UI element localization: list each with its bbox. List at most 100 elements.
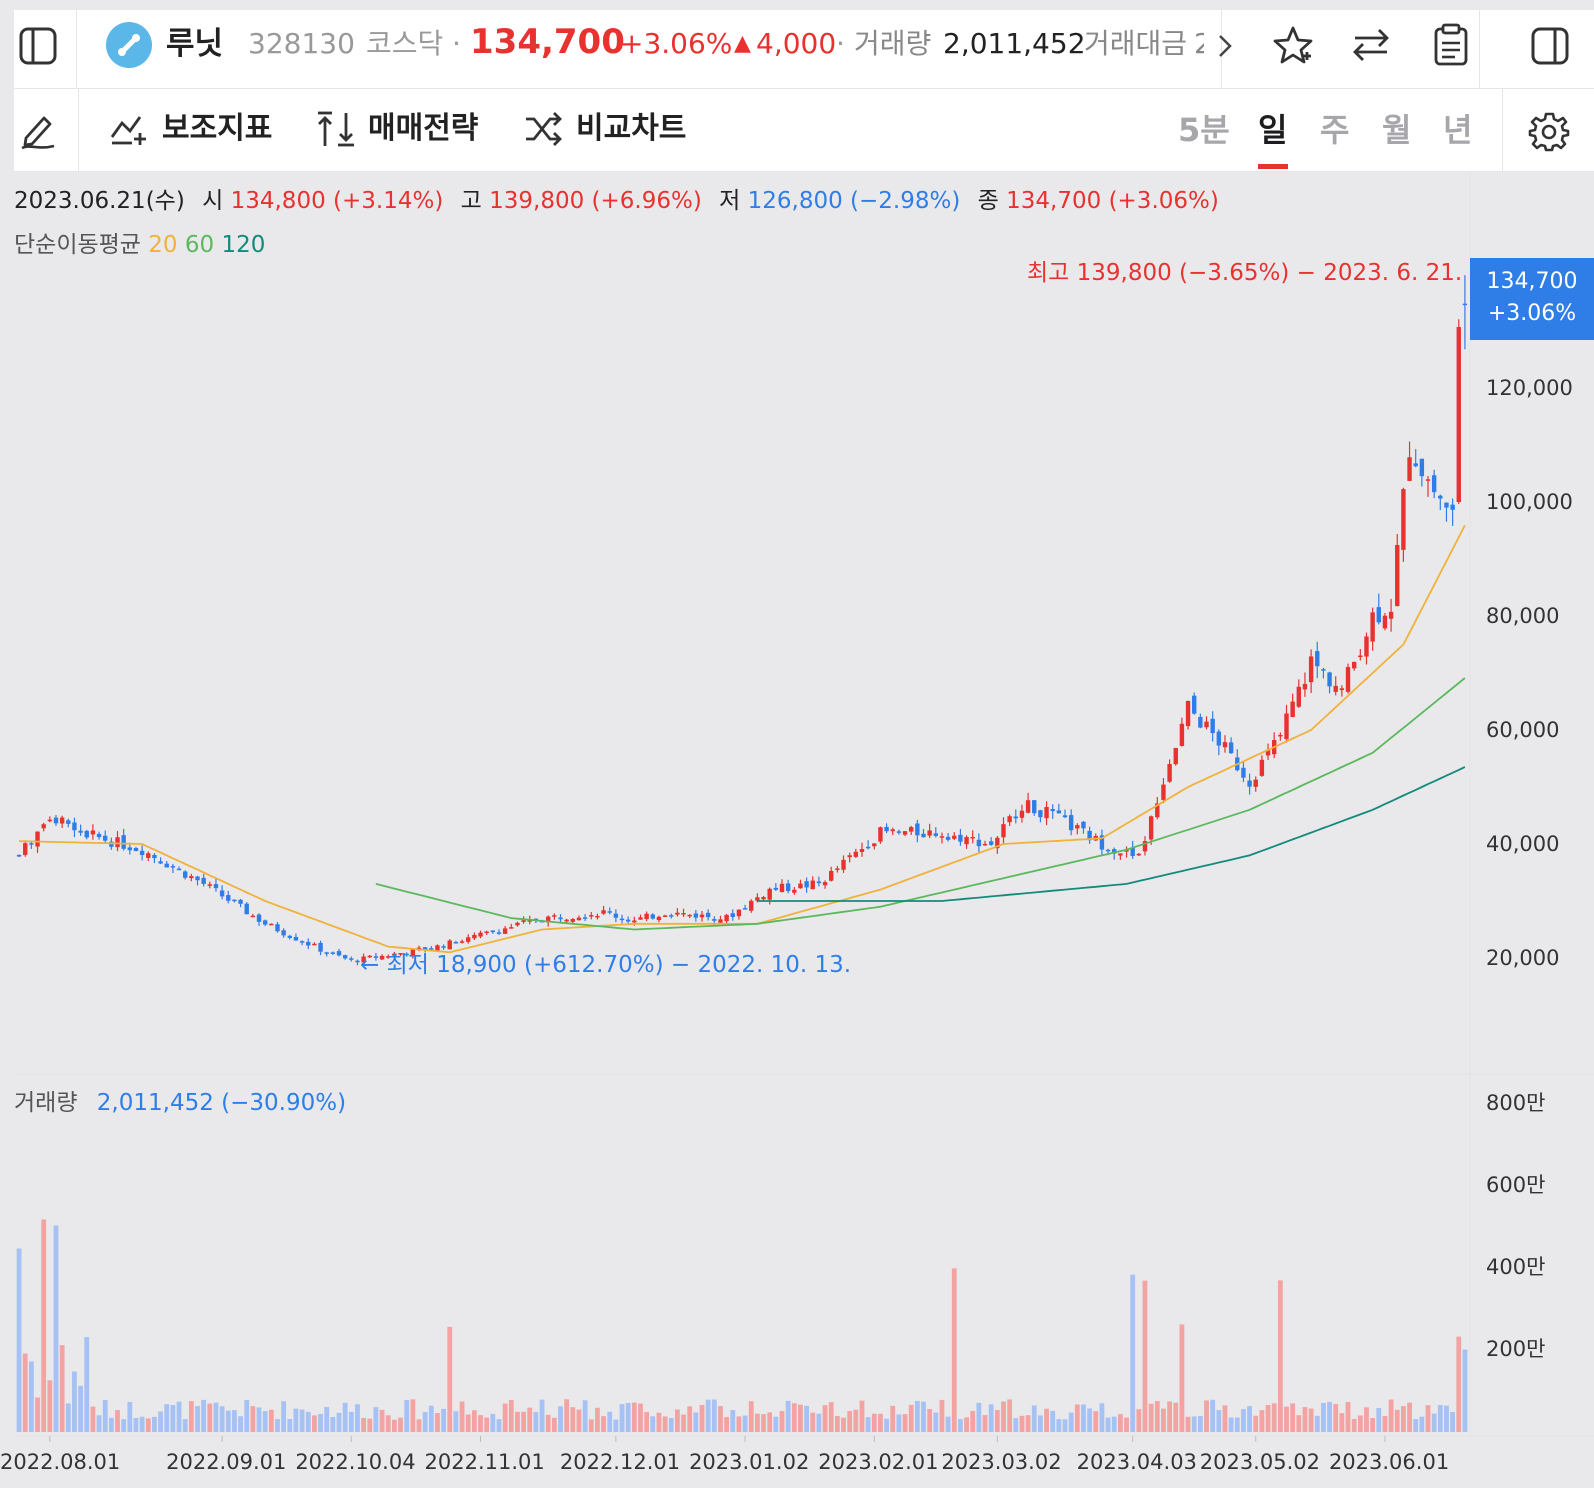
star-icon[interactable] <box>1270 22 1316 68</box>
volume-bar <box>921 1401 926 1432</box>
volume-legend-label: 거래량 <box>14 1090 78 1116</box>
x-tick-label: 2022.08.01 <box>0 1450 121 1474</box>
volume-bar <box>1179 1324 1185 1432</box>
candle-body <box>16 855 22 857</box>
candle-body <box>170 865 176 868</box>
volume-bar <box>798 1404 803 1432</box>
open-value: 134,800 (+3.14%) <box>230 188 444 214</box>
volume-bar <box>1216 1410 1222 1432</box>
candle-body <box>1148 816 1154 840</box>
candle-body <box>662 915 668 918</box>
x-tick-label: 2022.12.01 <box>559 1450 681 1474</box>
volume-bar <box>545 1414 551 1432</box>
volume-bar <box>1437 1405 1443 1432</box>
period-5min[interactable]: 5분 <box>1178 111 1230 149</box>
ma60-label: 60 <box>184 232 215 258</box>
candle-body <box>1075 825 1080 829</box>
volume-bar <box>108 1417 114 1432</box>
candle-body <box>146 853 151 858</box>
high-value: 139,800 (+6.96%) <box>489 188 702 214</box>
volume-bar <box>631 1402 637 1432</box>
volume-bar <box>964 1417 969 1432</box>
volume-bar <box>305 1411 311 1432</box>
candle-body <box>896 831 902 833</box>
period-month[interactable]: 월 <box>1382 111 1412 149</box>
period-year[interactable]: 년 <box>1443 111 1473 149</box>
compare-chart-button[interactable]: 비교차트 <box>524 109 686 149</box>
separator-dot: · <box>836 27 845 60</box>
volume-bar <box>1191 1416 1197 1432</box>
volume-legend-value: 2,011,452 (−30.90%) <box>96 1090 347 1116</box>
volume-bar <box>84 1337 90 1432</box>
volume-bar <box>1197 1415 1203 1432</box>
candle-body <box>29 843 34 845</box>
period-day[interactable]: 일 <box>1258 111 1288 149</box>
clipboard-icon[interactable] <box>1428 22 1474 68</box>
volume-bar <box>748 1401 754 1432</box>
swap-icon[interactable] <box>1348 22 1394 68</box>
volume-bar <box>1167 1401 1173 1432</box>
candle-body <box>1112 849 1117 854</box>
volume-bar <box>170 1405 176 1432</box>
volume-bar <box>773 1416 779 1432</box>
volume-bar <box>1228 1417 1234 1432</box>
indicator-button[interactable]: 보조지표 <box>110 109 272 149</box>
candle-body <box>1450 504 1455 510</box>
candle-body <box>798 883 803 889</box>
candle-body <box>890 829 895 832</box>
volume-bar <box>656 1412 662 1432</box>
period-week[interactable]: 주 <box>1320 111 1350 149</box>
open-label: 시 <box>202 188 224 214</box>
candle-body <box>201 877 206 884</box>
chevron-right-icon[interactable] <box>1210 26 1240 66</box>
volume-bar <box>478 1415 483 1432</box>
volume-tick-label: 800만 <box>1486 1091 1546 1115</box>
candle-body <box>78 830 83 833</box>
candle-body <box>1247 780 1252 787</box>
volume-bar <box>1259 1410 1265 1432</box>
volume-bar <box>810 1412 816 1432</box>
volume-bar <box>976 1402 982 1432</box>
candle-body <box>829 870 834 881</box>
volume-bar <box>391 1419 397 1432</box>
stock-name: 루닛 <box>166 26 224 62</box>
pencil-icon[interactable] <box>16 108 60 152</box>
candle-body <box>853 851 859 857</box>
sidebar-right-icon[interactable] <box>1528 24 1572 68</box>
candle-body <box>1210 718 1215 734</box>
volume-bar <box>1456 1336 1462 1432</box>
y-tick-label: 60,000 <box>1486 718 1560 742</box>
volume-bar <box>96 1415 102 1432</box>
volume-bar <box>681 1414 686 1432</box>
trade-strategy-button[interactable]: 매매전략 <box>316 109 478 149</box>
gear-icon[interactable] <box>1526 108 1572 154</box>
candle-body <box>1413 463 1418 467</box>
candle-body <box>933 833 939 836</box>
candle-body <box>1185 700 1191 727</box>
candle-body <box>250 915 256 918</box>
candle-body <box>275 924 280 932</box>
candle-body <box>349 958 354 960</box>
volume-tick-label: 400만 <box>1486 1255 1546 1279</box>
candle-body <box>724 914 729 922</box>
indicator-label: 보조지표 <box>162 111 273 146</box>
volume-bar <box>644 1411 650 1432</box>
volume-bar <box>232 1410 237 1432</box>
candle-body <box>921 833 926 838</box>
ma120-line <box>757 766 1466 902</box>
sidebar-left-icon[interactable] <box>16 24 60 68</box>
volume-bar <box>435 1413 440 1432</box>
volume-bar <box>355 1404 360 1432</box>
candle-body <box>293 936 299 941</box>
candle-body <box>441 946 446 948</box>
volume-bar <box>139 1416 145 1432</box>
ma20-label: 20 <box>148 232 178 258</box>
candle-body <box>96 833 102 838</box>
volume-bar <box>416 1419 422 1432</box>
y-tick-label: 80,000 <box>1486 604 1560 628</box>
tag-price: 134,700 <box>1486 269 1578 294</box>
candle-body <box>1050 808 1055 812</box>
candle-body <box>1395 544 1400 607</box>
candle-body <box>1013 816 1018 819</box>
